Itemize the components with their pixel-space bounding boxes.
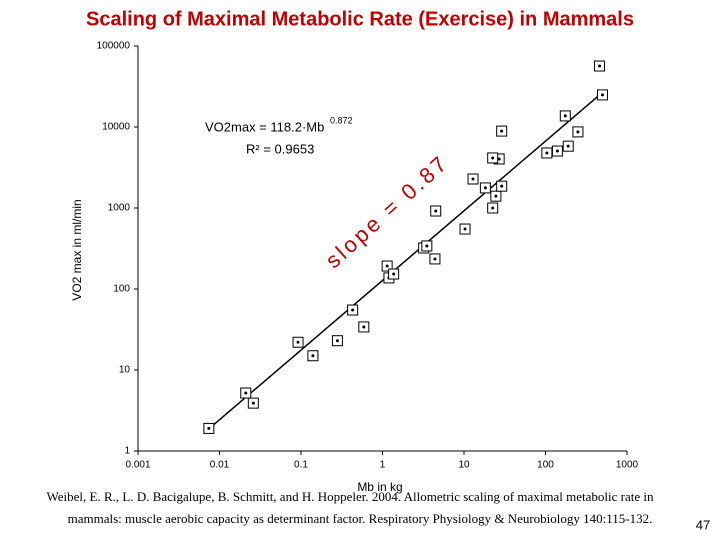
page-number: 47: [696, 517, 710, 532]
equation: VO2max = 118.2·Mb: [205, 119, 324, 134]
r-squared: R² = 0.9653: [246, 141, 314, 156]
citation: Weibel, E. R., L. D. Bacigalupe, B. Schm…: [47, 489, 654, 504]
data-point-dot: [434, 209, 438, 213]
y-tick-label: 10000: [102, 122, 130, 133]
data-point-dot: [385, 264, 389, 268]
data-point-dot: [600, 93, 604, 97]
x-tick-label: 10: [458, 460, 470, 471]
data-point-dot: [500, 129, 504, 133]
y-tick-label: 1000: [108, 203, 131, 214]
x-axis-label: Mb in kg: [357, 480, 402, 494]
y-tick-label: 1: [124, 446, 130, 457]
chart-title: Scaling of Maximal Metabolic Rate (Exerc…: [86, 8, 634, 30]
data-point-dot: [491, 206, 495, 210]
fit-line: [204, 89, 606, 433]
data-point-dot: [207, 426, 211, 430]
data-point-dot: [296, 340, 300, 344]
data-point-dot: [494, 194, 498, 198]
data-point-dot: [335, 339, 339, 343]
data-point-dot: [392, 272, 396, 276]
x-tick-label: 1000: [616, 460, 639, 471]
data-point-dot: [545, 151, 549, 155]
data-point-dot: [251, 401, 255, 405]
data-point-dot: [563, 114, 567, 118]
data-point-dot: [362, 325, 366, 329]
data-point-dot: [471, 177, 475, 181]
data-point-dot: [500, 184, 504, 188]
data-point-dot: [311, 354, 315, 358]
equation-exponent: 0.872: [330, 115, 353, 125]
data-point-dot: [566, 144, 570, 148]
data-point-dot: [555, 149, 559, 153]
citation: mammals: muscle aerobic capacity as dete…: [68, 511, 653, 526]
x-tick-label: 0.01: [210, 460, 230, 471]
y-tick-label: 100000: [97, 41, 131, 52]
data-point-dot: [576, 130, 580, 134]
data-point-dot: [425, 244, 429, 248]
data-point-dot: [433, 257, 437, 261]
x-tick-label: 1: [380, 460, 386, 471]
y-tick-label: 100: [113, 284, 130, 295]
x-tick-label: 0.001: [125, 460, 150, 471]
data-point-dot: [497, 157, 501, 161]
data-point-dot: [351, 308, 355, 312]
y-tick-label: 10: [119, 365, 131, 376]
data-point-dot: [491, 156, 495, 160]
data-point-dot: [483, 186, 487, 190]
data-point-dot: [598, 64, 602, 68]
y-axis-label: VO2 max in ml/min: [70, 199, 84, 300]
data-point-dot: [463, 227, 467, 231]
x-tick-label: 0.1: [294, 460, 308, 471]
data-point-dot: [244, 391, 248, 395]
x-tick-label: 100: [537, 460, 554, 471]
